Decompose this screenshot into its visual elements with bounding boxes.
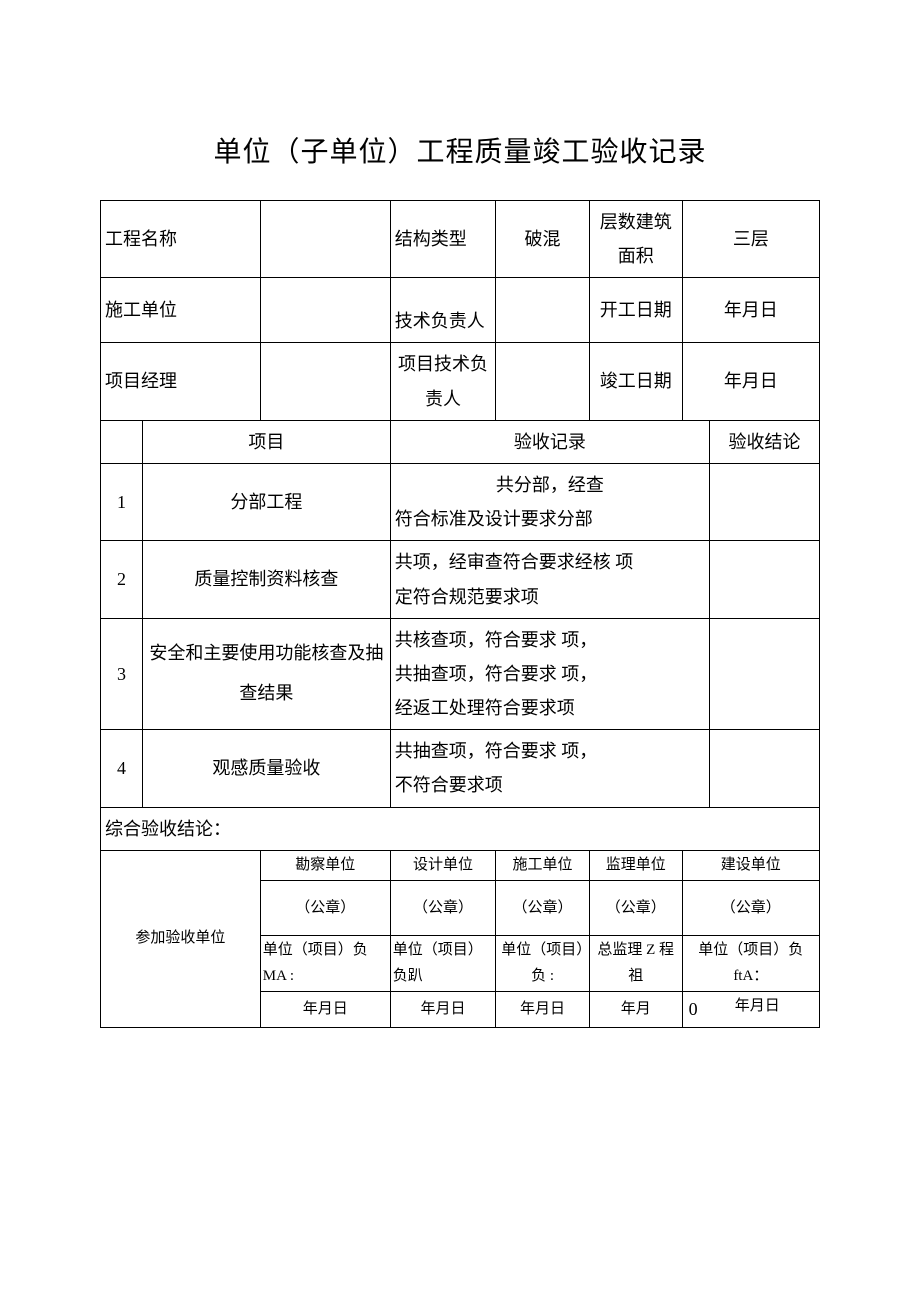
row3-num: 3 [101,618,143,730]
row2-record-line2: 定符合规范要求项 [395,580,705,614]
sig-seal-3: （公章） [496,881,589,936]
label-struct-type: 结构类型 [390,201,496,278]
label-project-name: 工程名称 [101,201,261,278]
sig-side-text: 参加验收单位 [135,930,225,946]
row4-item: 观感质量验收 [143,730,391,807]
sig-p1: 单位（项目）负 MA : [260,936,390,992]
row3-item: 安全和主要使用功能核查及抽查结果 [143,618,391,730]
page-number: 0 [685,994,698,1025]
sig-d5: 年月日 [685,994,817,1020]
sig-d3: 年月日 [496,992,589,1028]
sig-p4: 总监理 Z 程祖 [589,936,682,992]
row1-item: 分部工程 [143,463,391,540]
row3-record-line2: 共抽查项，符合要求 项， [395,657,705,691]
label-tech-lead: 技术负责人 [390,278,496,343]
val-start-date: 年月日 [682,278,819,343]
row4-result [710,730,820,807]
sig-p2: 单位（项目）负趴 [390,936,496,992]
row3-result [710,618,820,730]
label-floors-area: 层数建筑面积 [589,201,682,278]
row3-record-line3: 经返工处理符合要求项 [395,691,705,725]
label-project-manager: 项目经理 [101,343,261,420]
row1-record-line1: 共分部，经查 [395,468,705,502]
col-item: 项目 [143,420,391,463]
row1-result [710,463,820,540]
sig-h2: 设计单位 [390,850,496,881]
row3-record-line1: 共核查项，符合要求 项， [395,623,705,657]
sig-seal-1: （公章） [260,881,390,936]
sig-h5: 建设单位 [682,850,819,881]
row2-item: 质量控制资料核查 [143,541,391,618]
val-project-manager [260,343,390,420]
val-end-date: 年月日 [682,343,819,420]
row4-num: 4 [101,730,143,807]
row1-record-line2: 符合标准及设计要求分部 [395,502,705,536]
val-floors: 三层 [682,201,819,278]
val-proj-tech-lead [496,343,589,420]
sig-seal-5: （公章） [682,881,819,936]
sig-h3: 施工单位 [496,850,589,881]
conclusion-row: 综合验收结论： [101,807,820,850]
row2-record-line1: 共项，经审查符合要求经核 项 [395,545,705,579]
label-start-date: 开工日期 [589,278,682,343]
sig-seal-4: （公章） [589,881,682,936]
sig-d2: 年月日 [390,992,496,1028]
col-num [101,420,143,463]
row1-record: 共分部，经查 符合标准及设计要求分部 [390,463,709,540]
val-tech-lead [496,278,589,343]
page-title: 单位（子单位）工程质量竣工验收记录 [100,130,820,170]
sig-d1: 年月日 [260,992,390,1028]
label-end-date: 竣工日期 [589,343,682,420]
val-project-name [260,201,390,278]
col-record: 验收记录 [390,420,709,463]
main-table: 工程名称 结构类型 破混 层数建筑面积 三层 施工单位 技术负责人 开工日期 年… [100,200,820,1028]
sig-seal-2: （公章） [390,881,496,936]
row1-num: 1 [101,463,143,540]
sig-d4: 年月 [589,992,682,1028]
sig-h4: 监理单位 [589,850,682,881]
row2-record: 共项，经审查符合要求经核 项 定符合规范要求项 [390,541,709,618]
row4-record: 共抽查项，符合要求 项， 不符合要求项 [390,730,709,807]
row2-result [710,541,820,618]
label-proj-tech-lead: 项目技术负责人 [390,343,496,420]
sig-h1: 勘察单位 [260,850,390,881]
row3-record: 共核查项，符合要求 项， 共抽查项，符合要求 项， 经返工处理符合要求项 [390,618,709,730]
row4-record-line1: 共抽查项，符合要求 项， [395,734,705,768]
val-construction-unit [260,278,390,343]
row2-num: 2 [101,541,143,618]
sig-d5-cell: 0 年月日 [682,992,819,1028]
sig-p5: 单位（项目）负 ftA： [682,936,819,992]
sig-side-label: 参加验收单位 [101,850,261,1027]
label-construction-unit: 施工单位 [101,278,261,343]
col-result: 验收结论 [710,420,820,463]
sig-p3: 单位（项目）负 : [496,936,589,992]
val-struct-type: 破混 [496,201,589,278]
row4-record-line2: 不符合要求项 [395,768,705,802]
